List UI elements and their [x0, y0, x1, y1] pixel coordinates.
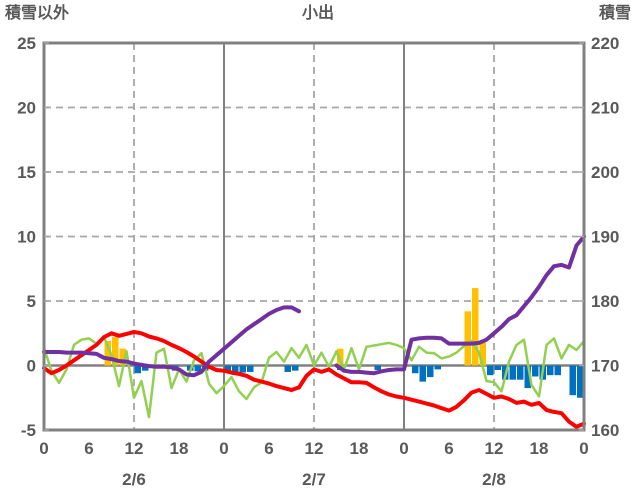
svg-text:18: 18: [530, 439, 549, 458]
svg-text:220: 220: [591, 34, 619, 53]
svg-text:6: 6: [444, 439, 453, 458]
svg-text:180: 180: [591, 292, 619, 311]
series-red-line: [42, 330, 586, 429]
svg-text:210: 210: [591, 99, 619, 118]
svg-text:18: 18: [350, 439, 369, 458]
right-axis-tick-labels: 220 210 200 190 180 170 160: [591, 34, 619, 440]
svg-text:12: 12: [305, 439, 324, 458]
svg-text:2/6: 2/6: [122, 470, 146, 489]
svg-text:18: 18: [170, 439, 189, 458]
x-axis-day-labels: 2/6 2/7 2/8: [122, 470, 506, 489]
svg-text:190: 190: [591, 228, 619, 247]
svg-text:0: 0: [579, 439, 588, 458]
svg-text:12: 12: [125, 439, 144, 458]
svg-text:0: 0: [39, 439, 48, 458]
svg-text:0: 0: [219, 439, 228, 458]
svg-text:12: 12: [485, 439, 504, 458]
left-axis-tick-labels: 25 20 15 10 5 0 -5: [17, 34, 36, 440]
x-axis-tick-labels: 0 6 12 18 0 6 12 18 0 6 12 18 0: [39, 439, 588, 458]
series-green-line: [42, 335, 586, 419]
svg-text:-5: -5: [21, 421, 36, 440]
svg-text:0: 0: [399, 439, 408, 458]
svg-text:10: 10: [17, 228, 36, 247]
svg-text:6: 6: [264, 439, 273, 458]
svg-text:0: 0: [27, 357, 36, 376]
svg-text:2/7: 2/7: [302, 470, 326, 489]
svg-text:25: 25: [17, 34, 36, 53]
svg-text:170: 170: [591, 357, 619, 376]
left-axis-title: 積雪以外: [5, 5, 70, 22]
svg-text:5: 5: [27, 292, 36, 311]
series-purple-snow-depth-line: [42, 234, 586, 378]
svg-text:2/8: 2/8: [482, 470, 506, 489]
axis-ticks: [44, 42, 584, 431]
svg-text:20: 20: [17, 99, 36, 118]
svg-text:15: 15: [17, 163, 36, 182]
chart-title: 小出: [301, 5, 334, 22]
right-axis-title: 積雪: [598, 5, 631, 22]
svg-text:200: 200: [591, 163, 619, 182]
svg-text:6: 6: [84, 439, 93, 458]
svg-text:160: 160: [591, 421, 619, 440]
